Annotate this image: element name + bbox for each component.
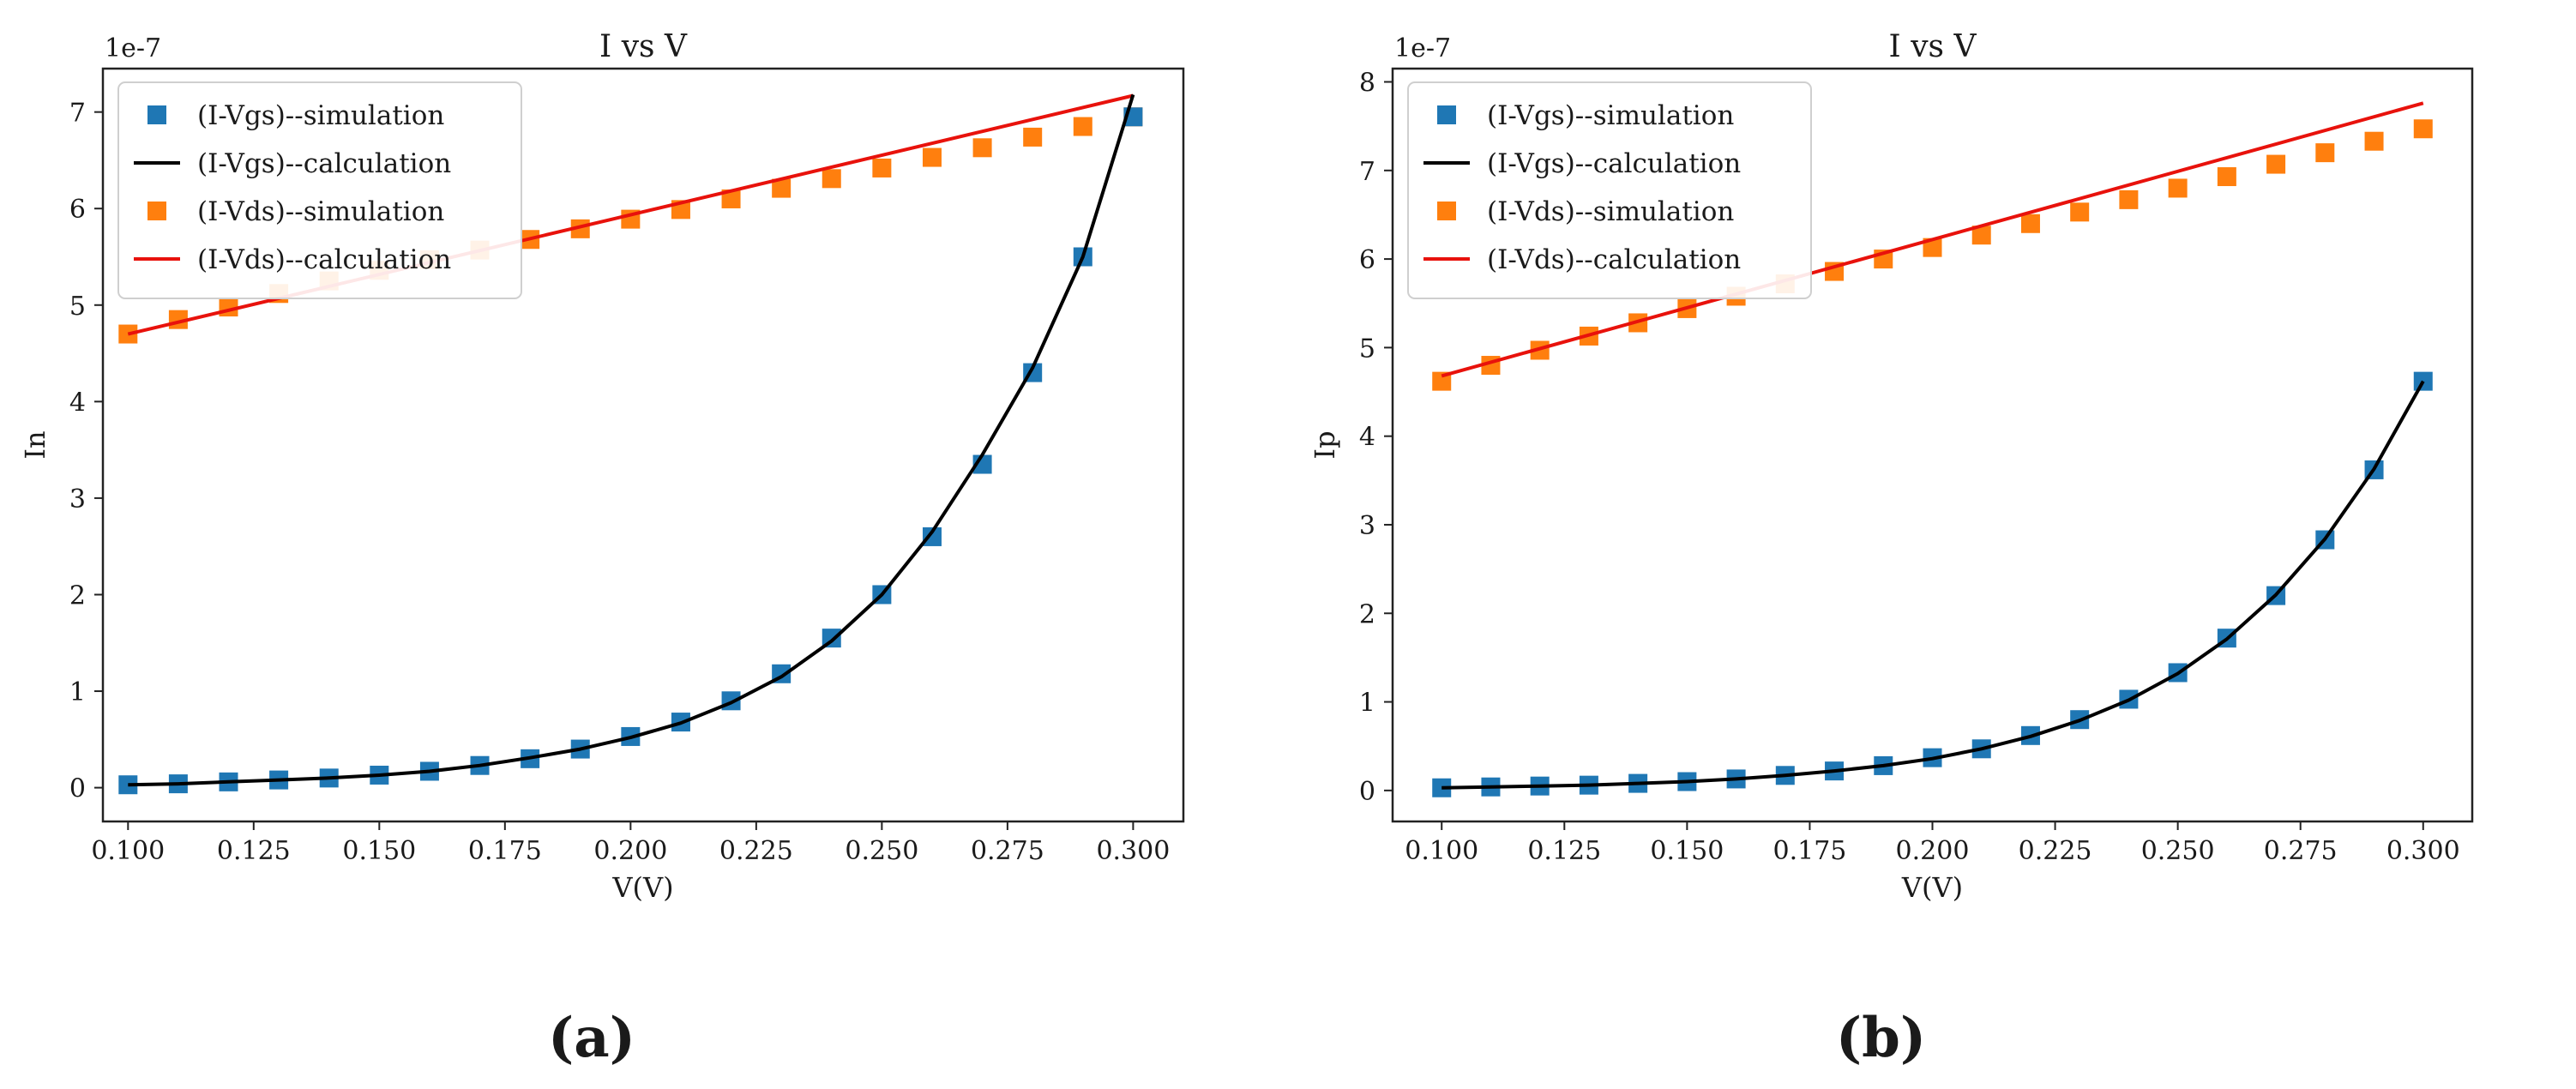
x-tick-label: 0.175 bbox=[1773, 836, 1846, 866]
data-point-series-2 bbox=[1432, 371, 1452, 391]
legend-label: (I-Vgs)--calculation bbox=[197, 148, 451, 179]
data-point-series-2 bbox=[822, 169, 841, 189]
x-tick-label: 0.100 bbox=[91, 836, 165, 866]
data-point-series-2 bbox=[2119, 190, 2139, 209]
data-point-series-2 bbox=[2070, 202, 2090, 222]
data-point-series-2 bbox=[872, 158, 892, 177]
y-tick-label: 5 bbox=[69, 292, 86, 322]
data-point-series-2 bbox=[2364, 131, 2384, 151]
x-tick-label: 0.150 bbox=[1650, 836, 1724, 866]
data-point-series-2 bbox=[1023, 127, 1043, 147]
y-tick-label: 5 bbox=[1359, 334, 1375, 364]
chart-title: I vs V bbox=[1889, 29, 1977, 64]
y-tick-label: 6 bbox=[69, 195, 86, 225]
x-tick-label: 0.150 bbox=[342, 836, 416, 866]
data-point-series-2 bbox=[721, 189, 741, 208]
data-point-series-2 bbox=[922, 147, 942, 167]
x-tick-label: 0.225 bbox=[719, 836, 793, 866]
legend-label: (I-Vgs)--simulation bbox=[197, 100, 444, 131]
data-point-series-2 bbox=[2168, 178, 2188, 198]
legend-swatch-marker bbox=[1437, 202, 1456, 220]
figure-panel-a: I vs V 1e-7 0.100 0.125 0.150 0.175 0.200 0.225… bbox=[0, 0, 1286, 1089]
legend-swatch-marker bbox=[147, 202, 166, 220]
y-tick-label: 7 bbox=[1359, 157, 1375, 187]
x-tick-label: 0.175 bbox=[468, 836, 542, 866]
x-axis-label: V(V) bbox=[611, 871, 673, 904]
data-point-series-0 bbox=[922, 526, 942, 546]
figure-panel-b: I vs V 1e-7 0.100 0.125 0.150 0.175 0.200 0.225… bbox=[1290, 0, 2576, 1089]
y-tick-label: 1 bbox=[1359, 689, 1375, 719]
legend-label: (I-Vgs)--simulation bbox=[1487, 100, 1734, 131]
axes-frame bbox=[101, 67, 1185, 823]
series-line-1 bbox=[128, 93, 1135, 787]
y-tick-label: 0 bbox=[1359, 777, 1375, 807]
x-tick-label: 0.275 bbox=[971, 836, 1044, 866]
x-tick-label: 0.100 bbox=[1405, 836, 1478, 866]
x-tick-label: 0.125 bbox=[217, 836, 291, 866]
y-offset-label: 1e-7 bbox=[105, 33, 161, 63]
series-line-1 bbox=[1441, 380, 2425, 790]
legend-label: (I-Vds)--calculation bbox=[1487, 244, 1741, 275]
y-tick-label: 7 bbox=[69, 99, 86, 129]
y-tick-label: 3 bbox=[69, 484, 86, 514]
x-tick-label: 0.125 bbox=[1527, 836, 1601, 866]
chart-b: I vs V 1e-7 0.100 0.125 0.150 0.175 0.200 0.225… bbox=[1309, 29, 2474, 1070]
legend-swatch-marker bbox=[147, 105, 166, 124]
y-tick-label: 2 bbox=[1359, 599, 1375, 629]
y-tick-label: 4 bbox=[1359, 423, 1375, 453]
data-point-series-2 bbox=[1073, 117, 1092, 136]
x-tick-label: 0.275 bbox=[2264, 836, 2338, 866]
y-offset-label: 1e-7 bbox=[1394, 33, 1451, 63]
panel-caption: (b) bbox=[1836, 1006, 1926, 1070]
y-tick-label: 3 bbox=[1359, 511, 1375, 541]
data-point-series-2 bbox=[772, 178, 791, 198]
x-axis-label: V(V) bbox=[1901, 871, 1963, 904]
y-axis-label: In bbox=[19, 430, 51, 459]
chart-a: I vs V 1e-7 0.100 0.125 0.150 0.175 0.200 0.225… bbox=[19, 29, 1185, 1070]
y-tick-label: 1 bbox=[69, 677, 86, 707]
legend-label: (I-Vds)--simulation bbox=[1487, 196, 1734, 227]
data-point-series-2 bbox=[2217, 167, 2236, 187]
x-tick-label: 0.225 bbox=[2019, 836, 2092, 866]
x-tick-label: 0.300 bbox=[2386, 836, 2460, 866]
x-tick-label: 0.250 bbox=[2141, 836, 2215, 866]
data-point-series-2 bbox=[2020, 214, 2040, 233]
legend-label: (I-Vds)--calculation bbox=[197, 244, 451, 275]
legend-box bbox=[1407, 81, 1812, 299]
data-point-series-2 bbox=[972, 138, 992, 158]
y-tick-label: 8 bbox=[1359, 68, 1375, 98]
y-tick-label: 0 bbox=[69, 774, 86, 804]
y-axis-label: Ip bbox=[1309, 430, 1341, 459]
x-tick-label: 0.300 bbox=[1096, 836, 1170, 866]
data-point-series-2 bbox=[1923, 238, 1942, 257]
data-point-series-2 bbox=[2266, 154, 2286, 174]
x-tick-label: 0.250 bbox=[845, 836, 918, 866]
data-point-series-2 bbox=[1971, 226, 1991, 245]
chart-title: I vs V bbox=[599, 29, 688, 64]
x-tick-label: 0.200 bbox=[593, 836, 667, 866]
data-point-series-2 bbox=[2413, 119, 2433, 139]
y-tick-label: 4 bbox=[69, 388, 86, 418]
series-line-3 bbox=[1441, 101, 2424, 378]
legend-label: (I-Vds)--simulation bbox=[197, 196, 444, 227]
y-tick-label: 6 bbox=[1359, 245, 1375, 275]
legend-box bbox=[117, 81, 522, 299]
panel-caption: (a) bbox=[548, 1006, 635, 1070]
y-tick-label: 2 bbox=[69, 581, 86, 611]
data-point-series-2 bbox=[2315, 143, 2335, 163]
x-tick-label: 0.200 bbox=[1896, 836, 1970, 866]
legend-swatch-marker bbox=[1437, 105, 1456, 124]
legend-label: (I-Vgs)--calculation bbox=[1487, 148, 1741, 179]
